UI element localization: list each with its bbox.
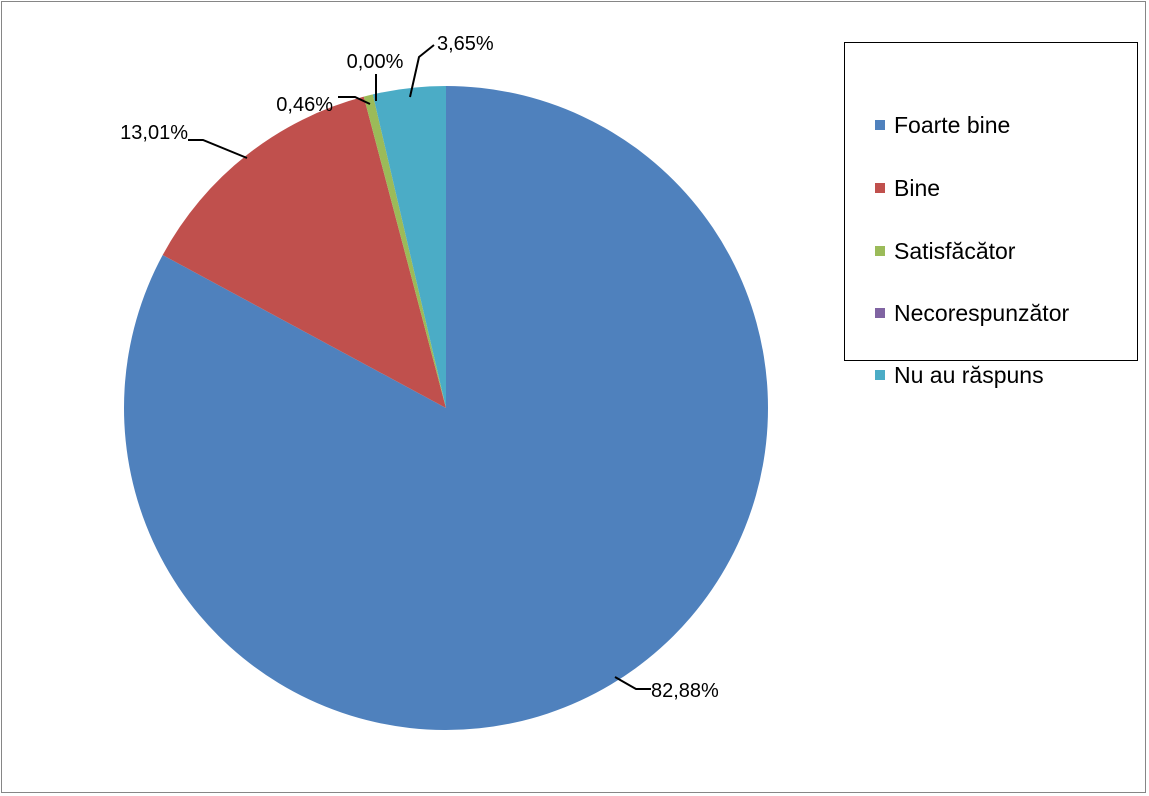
legend-label: Bine [894,174,941,201]
leader-line [409,44,435,98]
legend-item-necorespunzator: Necorespunzător [875,298,1069,328]
legend-label: Satisfăcător [894,237,1016,264]
legend-label: Foarte bine [894,111,1011,138]
data-label: 13,01% [120,122,188,144]
slice-bine [162,96,446,408]
legend-swatch-satisfacator [875,246,885,256]
legend-swatch-nu-au-raspuns [875,370,885,380]
legend-item-foarte-bine: Foarte bine [875,110,1010,140]
slice-satisfacator [363,94,446,409]
legend: Foarte bine Bine Satisfăcător Necorespun… [844,42,1138,388]
legend-swatch-bine [875,183,885,193]
legend-label: Nu au răspuns [894,361,1044,388]
data-label: 0,46% [276,94,333,116]
leader-line [188,139,248,159]
data-label: 82,88% [651,680,719,702]
slice-nu-au-raspuns [372,86,446,408]
legend-swatch-foarte-bine [875,120,885,130]
legend-item-bine: Bine [875,173,940,203]
legend-item-satisfacator: Satisfăcător [875,236,1015,266]
slice-foarte-bine [123,86,768,731]
data-label: 0,00% [347,51,404,73]
leader-line [614,676,651,690]
legend-label: Necorespunzător [894,299,1070,326]
leader-line [338,96,371,105]
data-label: 3,65% [437,33,494,55]
legend-swatch-necorespunzator [875,308,885,318]
legend-item-nu-au-raspuns: Nu au răspuns [875,360,1044,390]
